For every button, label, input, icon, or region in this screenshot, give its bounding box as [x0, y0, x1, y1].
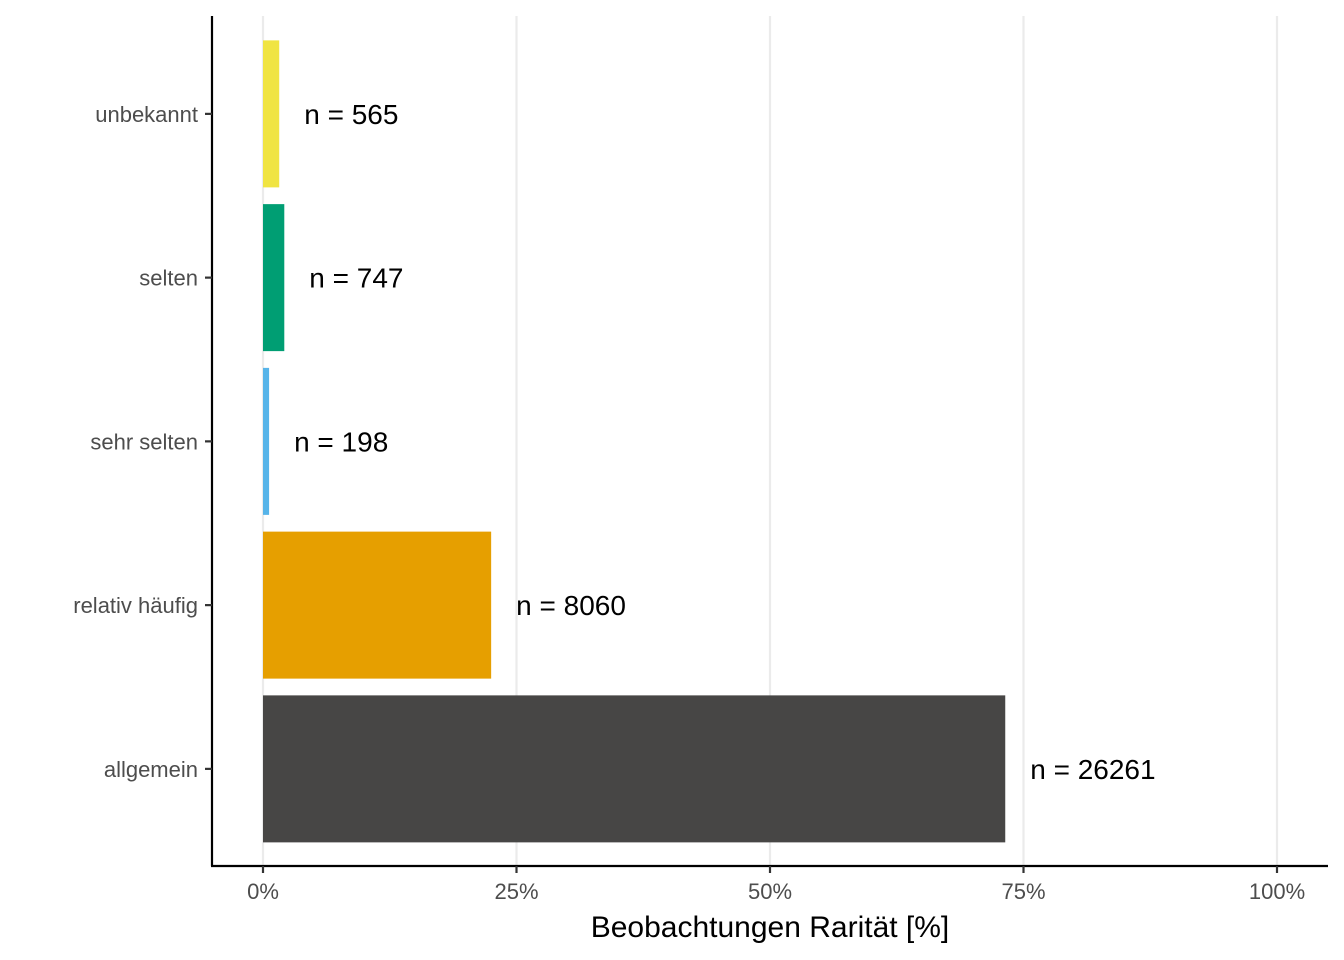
bar-value-label: n = 198: [294, 426, 388, 457]
bar-value-label: n = 565: [304, 99, 398, 130]
bar: [263, 531, 492, 679]
x-tick-label: 100%: [1249, 879, 1305, 904]
x-axis: 0% 25% 50% 75% 100%: [247, 866, 1305, 904]
y-tick-label: sehr selten: [90, 429, 198, 454]
x-tick-label: 75%: [1001, 879, 1045, 904]
bar: [263, 204, 285, 352]
bar: [263, 367, 270, 515]
bar-value-label: n = 747: [309, 263, 403, 294]
y-tick-label: unbekannt: [95, 102, 198, 127]
y-tick-label: selten: [139, 266, 198, 291]
x-tick-label: 50%: [748, 879, 792, 904]
bar: [263, 695, 1006, 843]
y-tick-label: allgemein: [104, 757, 198, 782]
y-axis: unbekannt selten sehr selten relativ häufig…: [73, 102, 212, 782]
bar-value-label: n = 26261: [1030, 754, 1155, 785]
bar-labels: n = 565 n = 747 n = 198 n = 8060 n = 26261: [294, 99, 1156, 785]
x-tick-label: 0%: [247, 879, 279, 904]
x-tick-label: 25%: [494, 879, 538, 904]
bars: [263, 40, 1006, 843]
x-axis-title: Beobachtungen Rarität [%]: [591, 911, 950, 944]
y-tick-label: relativ häufig: [73, 593, 198, 618]
bar-value-label: n = 8060: [516, 590, 626, 621]
bar: [263, 40, 280, 188]
